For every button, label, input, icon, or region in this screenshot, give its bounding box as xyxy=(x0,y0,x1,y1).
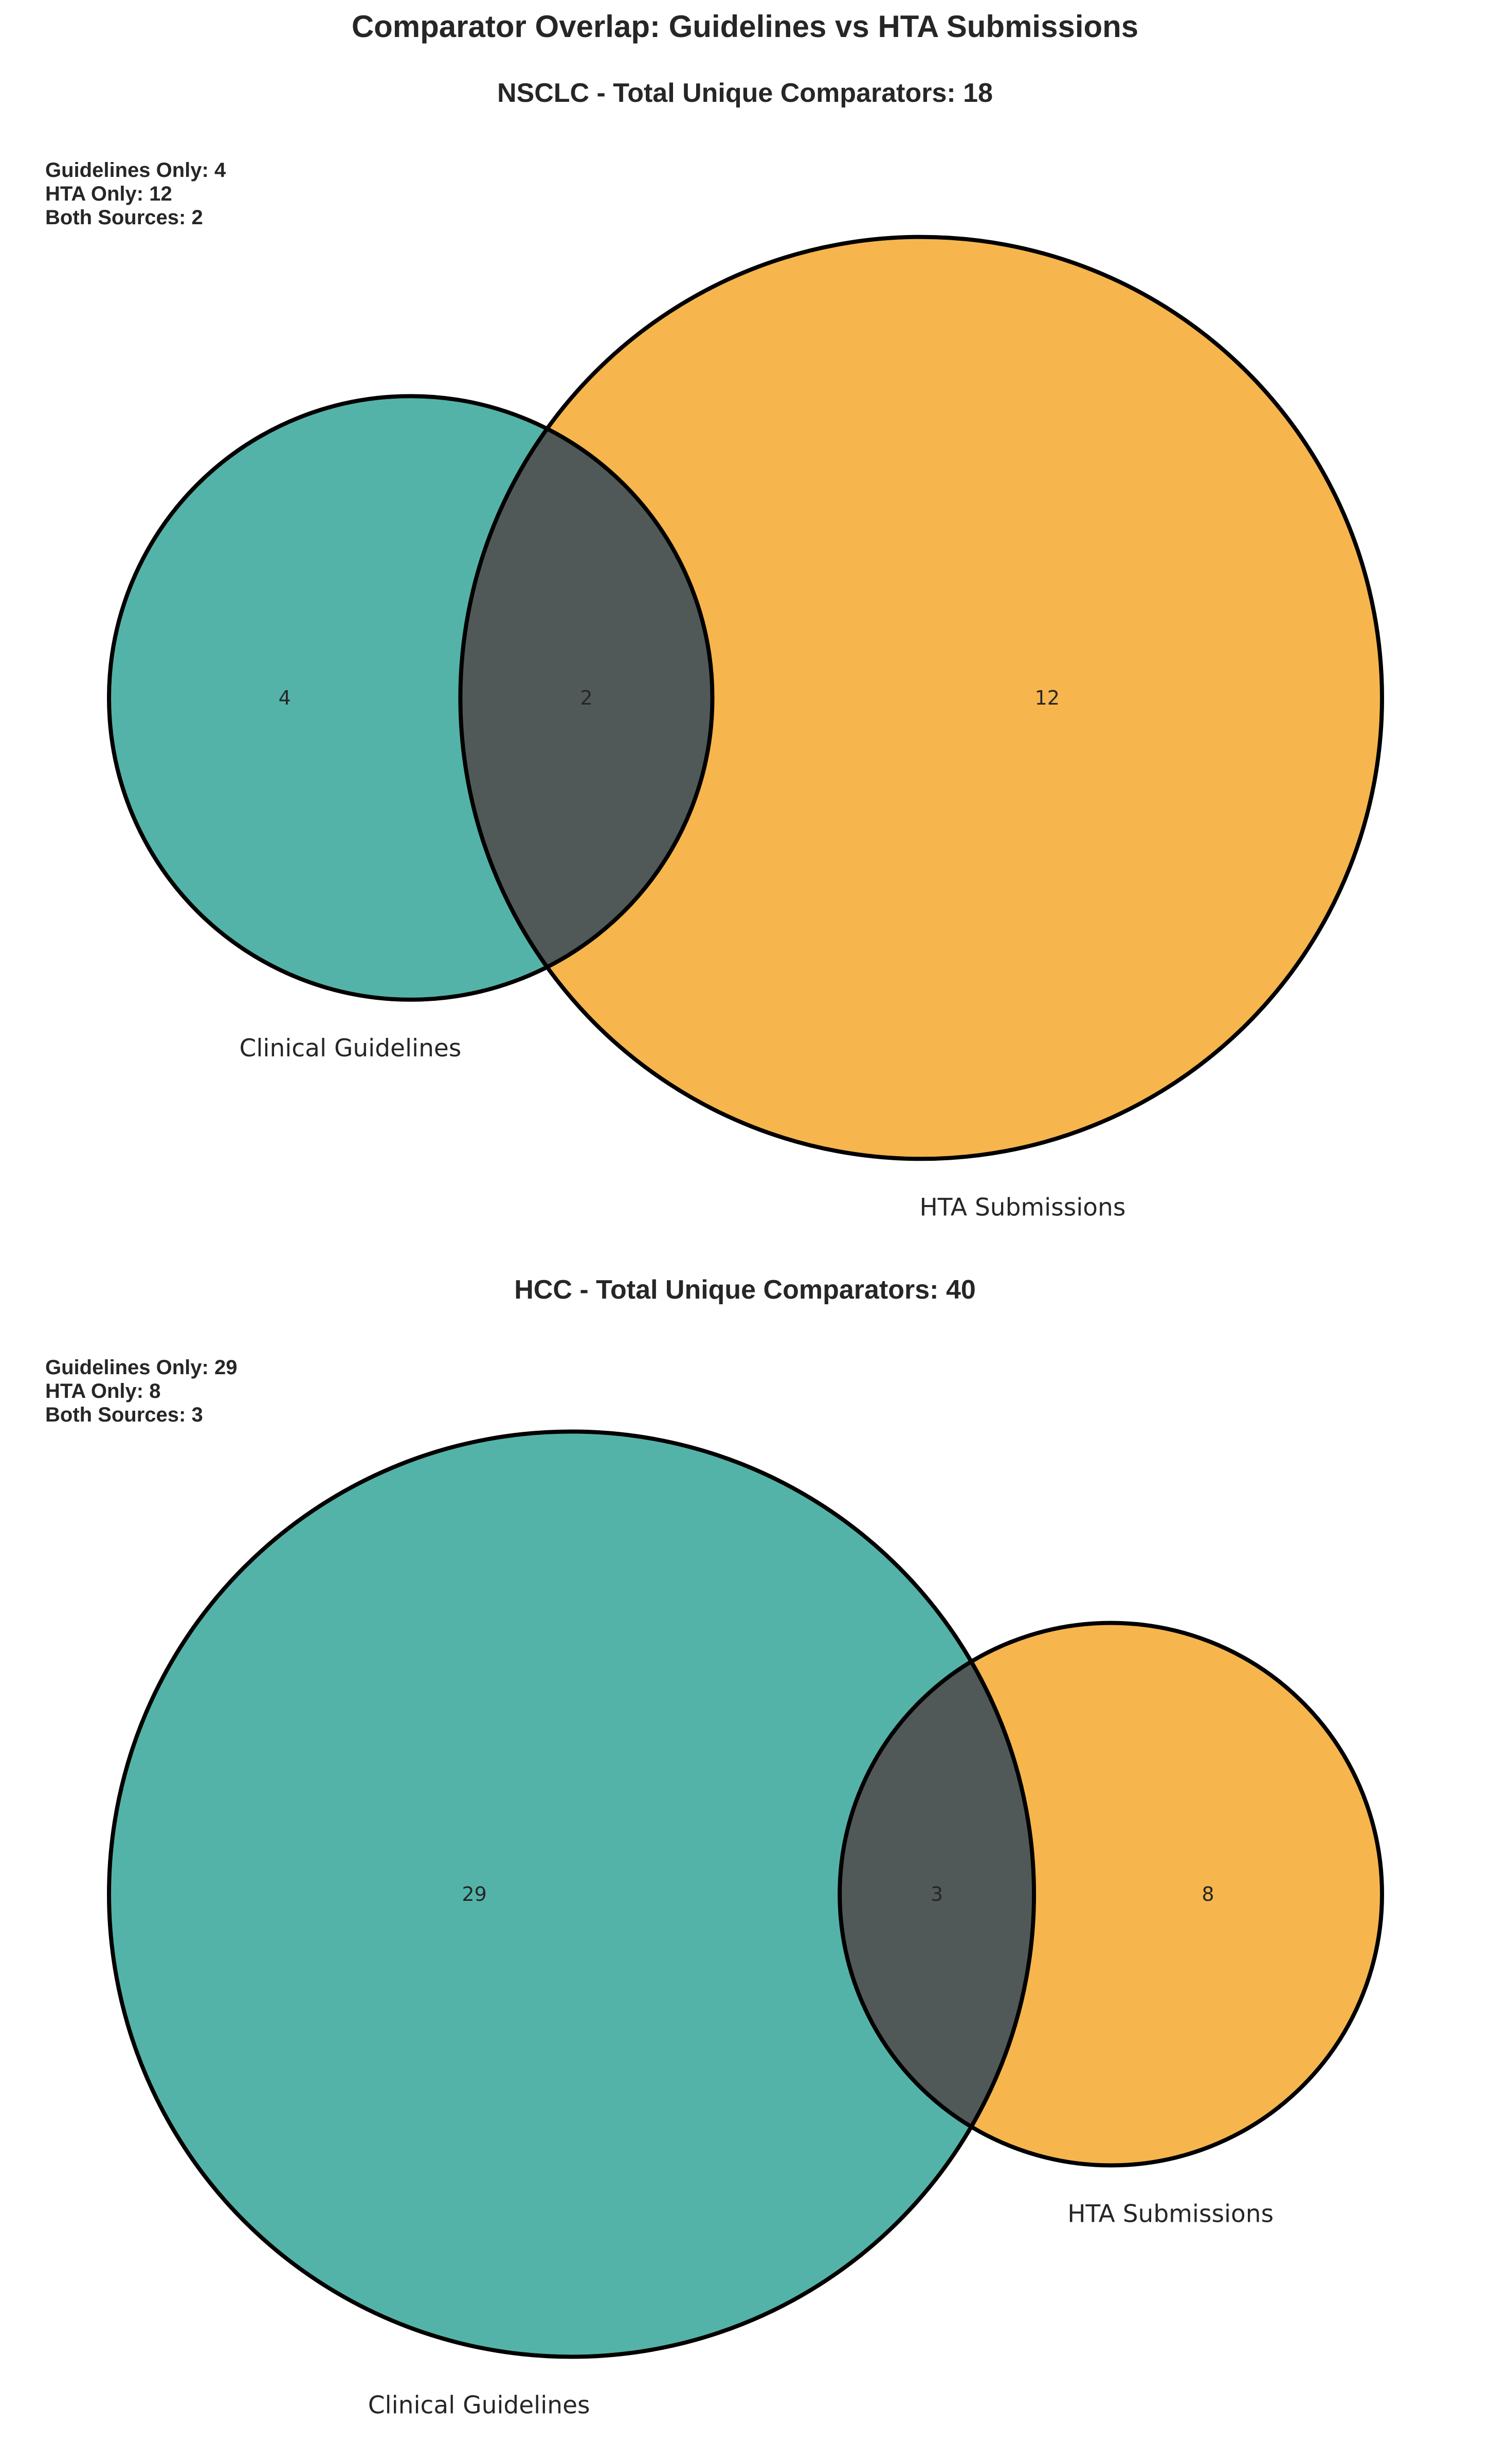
circle-hta xyxy=(460,237,1382,1159)
figure-title: Comparator Overlap: Guidelines vs HTA Su… xyxy=(352,9,1138,44)
set-label-guidelines: Clinical Guidelines xyxy=(240,1034,462,1063)
count-both: 3 xyxy=(931,1883,943,1905)
set-label-guidelines: Clinical Guidelines xyxy=(368,2391,590,2420)
count-guidelines-only: 4 xyxy=(279,687,291,709)
count-both: 2 xyxy=(580,687,592,709)
stats-line: Guidelines Only: 29 xyxy=(45,1356,237,1379)
outline-guidelines xyxy=(107,394,715,1002)
overlap-region xyxy=(840,1623,1034,2166)
subplot-title: NSCLC - Total Unique Comparators: 18 xyxy=(497,78,993,108)
outline-hta xyxy=(838,1621,1385,2168)
venn-panels: NSCLC - Total Unique Comparators: 18 4 2 12… xyxy=(45,78,1385,2420)
stats-line: Both Sources: 3 xyxy=(45,1404,203,1426)
count-hta-only: 12 xyxy=(1035,687,1060,709)
venn-panel-2: HCC - Total Unique Comparators: 40 29 3 8 Cl… xyxy=(45,1275,1385,2420)
outline-hta xyxy=(458,235,1384,1161)
stats-line: Guidelines Only: 4 xyxy=(45,159,226,182)
stats-line: HTA Only: 8 xyxy=(45,1380,160,1402)
outline-guidelines xyxy=(107,1429,1037,2359)
count-hta-only: 8 xyxy=(1202,1883,1214,1905)
set-label-hta: HTA Submissions xyxy=(1067,2200,1274,2228)
circle-guidelines xyxy=(109,1431,1034,2357)
set-label-hta: HTA Submissions xyxy=(919,1193,1125,1221)
stats-line: Both Sources: 2 xyxy=(45,206,203,229)
count-guidelines-only: 29 xyxy=(462,1883,486,1905)
venn-panel-1: NSCLC - Total Unique Comparators: 18 4 2 12… xyxy=(45,78,1384,1221)
subplot-title: HCC - Total Unique Comparators: 40 xyxy=(514,1275,976,1305)
stats-line: HTA Only: 12 xyxy=(45,183,172,205)
